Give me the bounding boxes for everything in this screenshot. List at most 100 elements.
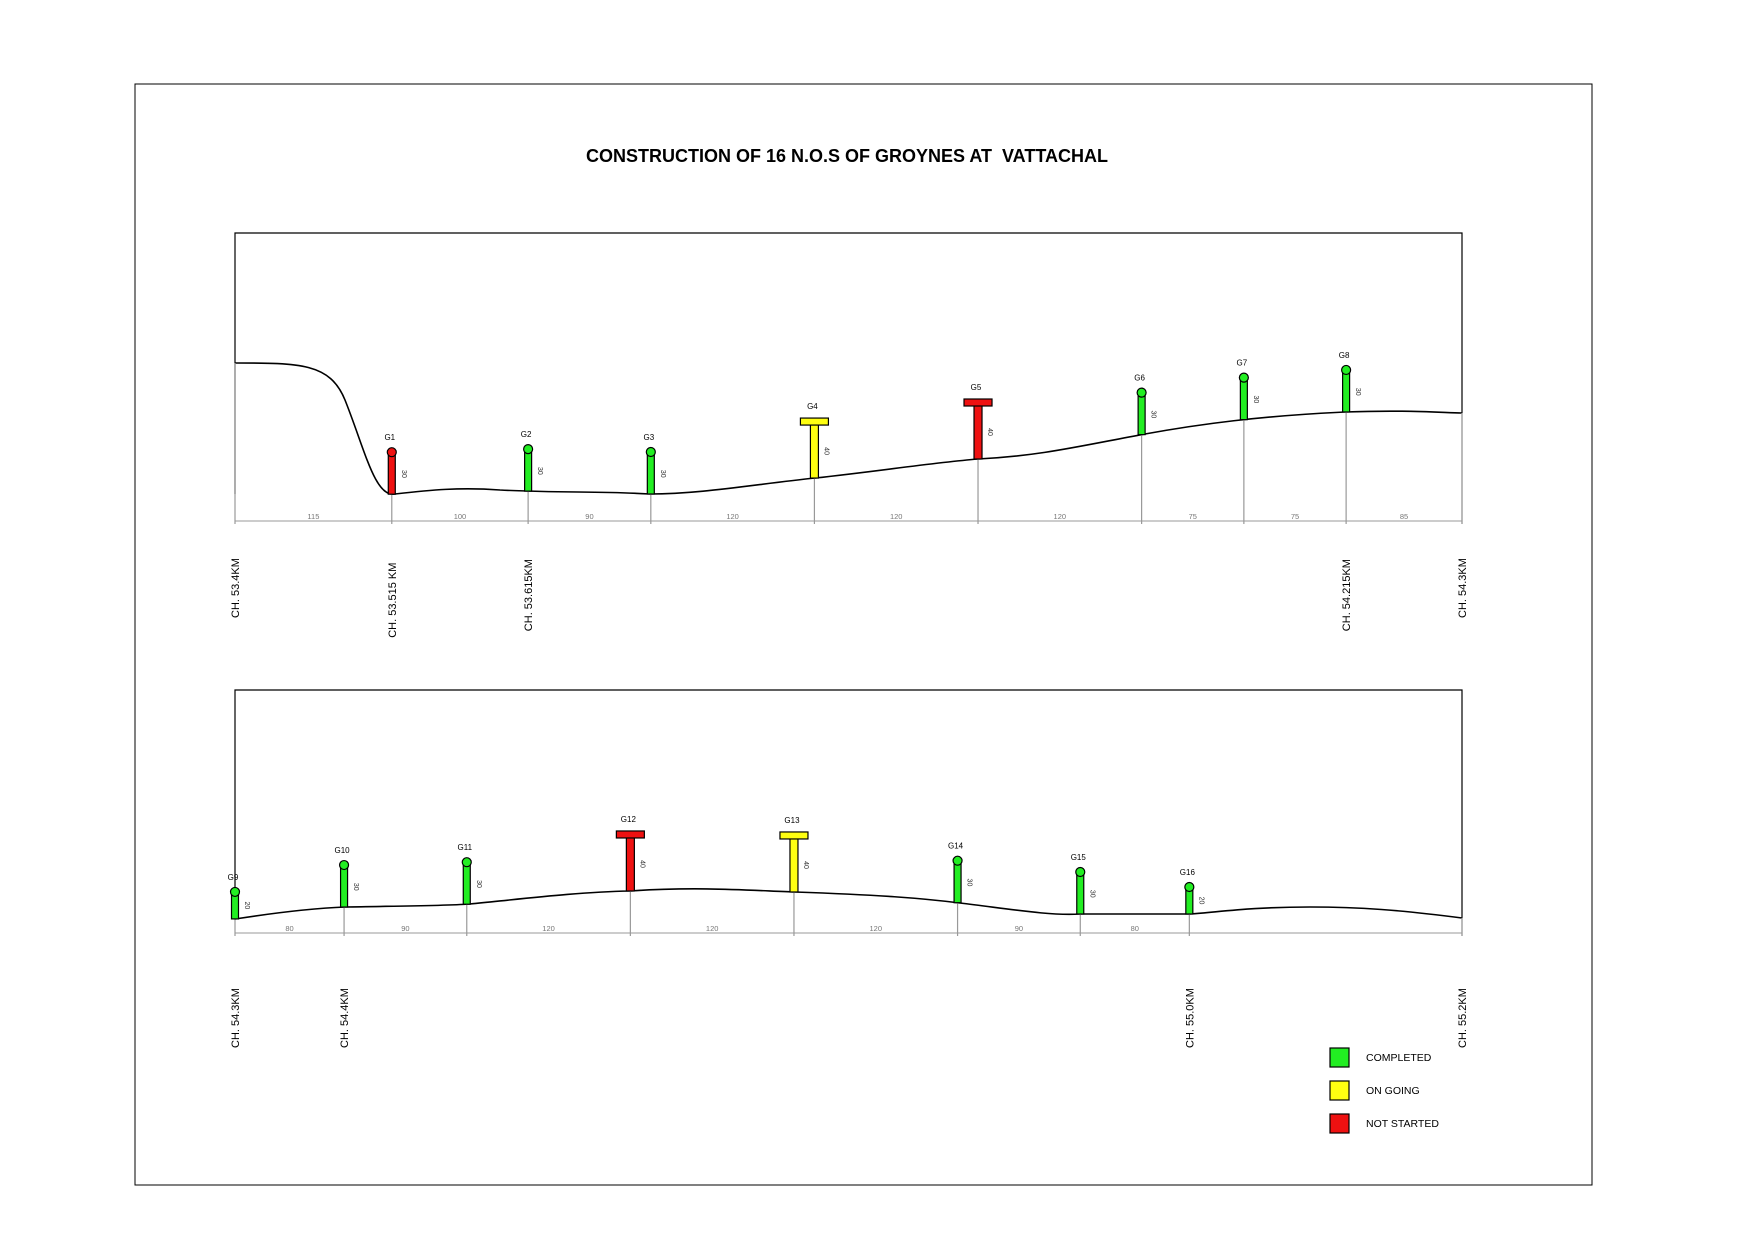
groyne-stem	[1239, 378, 1248, 421]
groyne-length: 30	[475, 880, 482, 888]
groyne-length: 40	[986, 428, 993, 436]
groyne-length: 30	[966, 879, 973, 887]
chainage-label: CH. 54.215KM	[1341, 559, 1353, 631]
groyne-head	[645, 446, 656, 458]
groyne-length: 20	[1197, 897, 1204, 905]
groyne-name: G11	[458, 843, 473, 852]
groyne-stem	[973, 404, 983, 460]
groyne-g3: G3 30	[643, 433, 666, 495]
distance-label: 75	[1291, 512, 1299, 521]
groyne-g7: G7 30	[1237, 359, 1259, 421]
groyne-length: 30	[400, 470, 407, 478]
distance-label: 120	[706, 924, 719, 933]
panel-frame	[234, 232, 1463, 494]
groyne-g13: G13 40	[779, 816, 809, 893]
groyne-stem	[1076, 872, 1085, 915]
chainage-label: CH. 54.4KM	[339, 988, 351, 1048]
legend: COMPLETED ON GOING NOT STARTED	[1329, 1047, 1439, 1134]
panel-frame	[234, 689, 1463, 919]
distance-label: 120	[542, 924, 555, 933]
groyne-g16: G16 20	[1180, 868, 1204, 915]
groyne-stem	[809, 423, 820, 479]
groyne-length: 30	[659, 470, 666, 478]
groyne-name: G15	[1071, 853, 1087, 862]
groyne-g12: G12 40	[615, 815, 645, 892]
distance-label: 115	[307, 512, 319, 521]
groyne-length: 40	[822, 447, 829, 455]
groyne-name: G1	[384, 433, 395, 442]
legend-swatch-ongoing	[1329, 1080, 1350, 1101]
groyne-stem	[646, 452, 655, 495]
groyne-stem	[789, 837, 799, 893]
groyne-name: G16	[1180, 868, 1196, 877]
distance-label: 90	[585, 512, 593, 521]
groyne-length: 30	[1088, 890, 1095, 898]
groyne-g11: G11 30	[458, 843, 482, 905]
groyne-name: G6	[1134, 374, 1145, 383]
chainage-label: CH. 55.2KM	[1457, 988, 1469, 1048]
distance-label: 80	[1131, 924, 1139, 933]
groyne-stem	[339, 865, 349, 908]
groyne-head	[779, 831, 809, 840]
chainage-label: CH. 53.4KM	[230, 558, 242, 618]
legend-label-completed: COMPLETED	[1366, 1052, 1432, 1064]
groyne-head	[1136, 387, 1147, 398]
groyne-g6: G6 30	[1134, 374, 1157, 436]
groyne-name: G4	[807, 402, 818, 411]
groyne-stem	[1137, 393, 1146, 436]
groyne-g15: G15 30	[1071, 853, 1095, 915]
groyne-length: 30	[1150, 410, 1157, 418]
legend-swatch-completed	[1329, 1047, 1350, 1068]
groyne-name: G12	[621, 815, 637, 824]
distance-label: 85	[1400, 512, 1408, 521]
groyne-head	[523, 444, 534, 455]
groyne-head	[229, 886, 241, 898]
groyne-head	[963, 398, 993, 407]
chainage-label: CH. 53.615KM	[523, 559, 535, 631]
distance-label: 90	[1015, 924, 1023, 933]
distance-label: 120	[726, 512, 739, 521]
groyne-g9: G9 20	[228, 873, 250, 920]
shoreline	[234, 888, 1463, 920]
distance-label: 120	[890, 512, 903, 521]
sheet-border	[134, 83, 1593, 1186]
groyne-name: G3	[643, 433, 654, 442]
groyne-stem	[387, 452, 396, 495]
groyne-g8: G8 30	[1339, 351, 1361, 413]
groyne-stem	[1342, 370, 1351, 413]
legend-label-not-started: NOT STARTED	[1366, 1118, 1439, 1130]
distance-label: 75	[1189, 512, 1197, 521]
groyne-length: 30	[1354, 388, 1361, 396]
legend-label-ongoing: ON GOING	[1366, 1085, 1420, 1097]
groyne-head	[1075, 866, 1086, 878]
groyne-name: G8	[1339, 351, 1350, 360]
groyne-g14: G14 30	[948, 842, 973, 904]
groyne-head	[461, 857, 472, 868]
groyne-name: G5	[971, 383, 982, 392]
shoreline	[234, 362, 1463, 495]
distance-label: 90	[401, 924, 409, 933]
groyne-head	[338, 859, 350, 871]
distance-label: 100	[454, 512, 467, 521]
groyne-g2: G2 30	[521, 430, 543, 492]
groyne-stem	[524, 449, 533, 492]
chainage-label: CH. 54.3KM	[1457, 558, 1469, 618]
chainage-label: CH. 53.515 KM	[387, 563, 399, 638]
groyne-stem	[953, 861, 962, 904]
groyne-length: 40	[802, 861, 809, 869]
groyne-g4: G4 40	[799, 402, 830, 479]
groyne-length: 20	[243, 902, 250, 910]
groyne-length: 40	[638, 860, 645, 868]
chainage-label: CH. 54.3KM	[230, 988, 242, 1048]
drawing-title: CONSTRUCTION OF 16 N.O.S OF GROYNES AT V…	[586, 146, 1108, 166]
groyne-g1: G1 30	[384, 433, 407, 495]
groyne-name: G14	[948, 842, 964, 851]
groyne-head	[799, 417, 830, 426]
groyne-g5: G5 40	[963, 383, 993, 460]
groyne-name: G7	[1237, 359, 1248, 368]
groyne-g10: G10 30	[335, 846, 359, 908]
groyne-head	[1184, 881, 1195, 893]
groyne-length: 30	[352, 883, 359, 891]
distance-label: 80	[285, 924, 293, 933]
